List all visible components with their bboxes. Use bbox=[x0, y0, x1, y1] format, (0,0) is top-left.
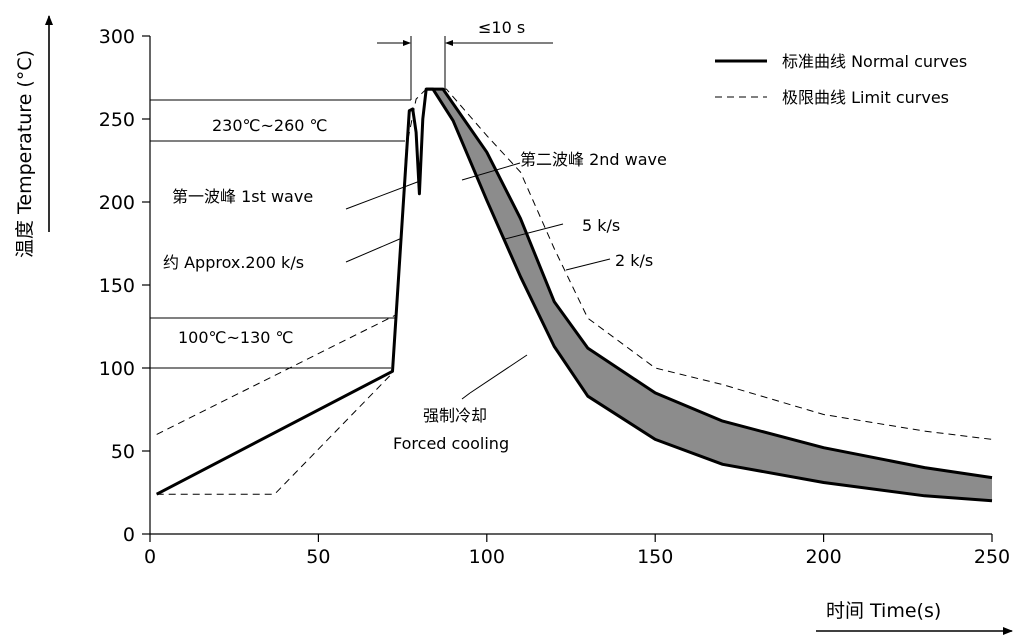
first-wave-label: 第一波峰 1st wave bbox=[172, 187, 313, 206]
forced-cooling-leader bbox=[469, 354, 528, 394]
x-tick-label: 0 bbox=[144, 546, 156, 568]
forced-cooling-leader-2 bbox=[461, 392, 471, 400]
series-line-3 bbox=[156, 88, 993, 440]
x-tick-label: 150 bbox=[637, 546, 673, 568]
x-tick-label: 250 bbox=[974, 546, 1010, 568]
dwell-time-label: ≤10 s bbox=[478, 18, 525, 37]
preheat-temp-range-label: 100℃~130 ℃ bbox=[178, 328, 294, 347]
x-tick-label: 50 bbox=[306, 546, 330, 568]
forced-cooling-label-cn: 强制冷却 bbox=[423, 406, 487, 425]
peak-temp-range-label: 230℃~260 ℃ bbox=[212, 116, 328, 135]
legend: 标准曲线 Normal curves 极限曲线 Limit curves bbox=[715, 52, 967, 107]
x-tick-label: 200 bbox=[805, 546, 841, 568]
heating-rate-label: 约 Approx.200 k/s bbox=[163, 253, 304, 272]
y-tick-label: 100 bbox=[99, 358, 135, 380]
series-line-2 bbox=[426, 87, 993, 480]
second-wave-label: 第二波峰 2nd wave bbox=[520, 150, 667, 169]
cooling-band-fill bbox=[426, 89, 992, 501]
y-tick-label: 50 bbox=[111, 441, 135, 463]
y-tick-label: 150 bbox=[99, 275, 135, 297]
annotation-lines bbox=[150, 36, 611, 400]
forced-cooling-label-en: Forced cooling bbox=[393, 434, 509, 453]
second-wave-leader bbox=[461, 162, 521, 181]
y-tick-label: 300 bbox=[99, 26, 135, 48]
series-layer bbox=[156, 87, 993, 503]
cooling-rate-2ks-label: 2 k/s bbox=[615, 251, 653, 270]
two-ks-leader bbox=[565, 258, 611, 271]
y-tick-label: 200 bbox=[99, 192, 135, 214]
tick-layer: 0 50 100 150 200 250 0 50 100 150 200 250 300 bbox=[99, 26, 1010, 568]
x-axis-title: 时间 Time(s) bbox=[826, 600, 941, 622]
cooling-rate-5ks-label: 5 k/s bbox=[582, 216, 620, 235]
series-line-1 bbox=[156, 87, 993, 503]
y-tick-label: 250 bbox=[99, 109, 135, 131]
x-tick-label: 100 bbox=[469, 546, 505, 568]
y-axis-title: 温度 Temperature (°C) bbox=[14, 50, 36, 258]
series-line-4 bbox=[156, 372, 393, 495]
legend-label-normal: 标准曲线 Normal curves bbox=[782, 52, 967, 71]
five-ks-leader bbox=[504, 223, 564, 240]
y-tick-label: 0 bbox=[123, 524, 135, 546]
heating-rate-leader bbox=[345, 237, 403, 263]
legend-label-limit: 极限曲线 Limit curves bbox=[782, 88, 949, 107]
first-wave-leader bbox=[345, 180, 421, 210]
